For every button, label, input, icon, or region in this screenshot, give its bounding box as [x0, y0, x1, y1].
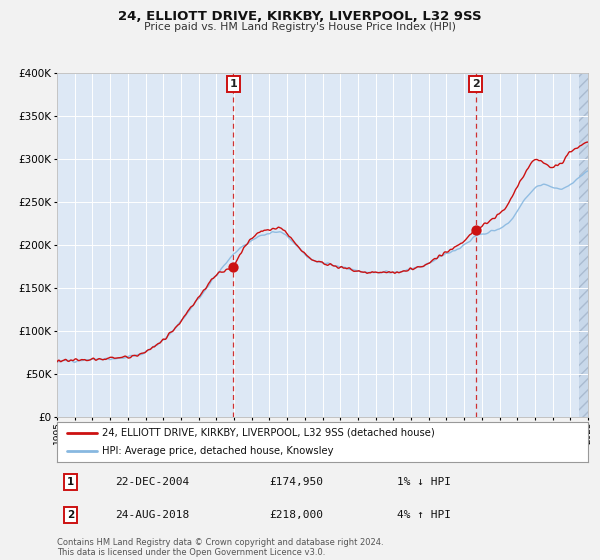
Text: HPI: Average price, detached house, Knowsley: HPI: Average price, detached house, Know… [102, 446, 334, 456]
Bar [579, 73, 597, 417]
Text: 22-DEC-2004: 22-DEC-2004 [115, 477, 190, 487]
Point [229, 262, 238, 271]
Text: 2: 2 [67, 510, 74, 520]
Text: Price paid vs. HM Land Registry's House Price Index (HPI): Price paid vs. HM Land Registry's House … [144, 22, 456, 32]
Text: 1: 1 [230, 79, 238, 89]
Text: £218,000: £218,000 [269, 510, 323, 520]
Text: 1: 1 [67, 477, 74, 487]
Text: Contains HM Land Registry data © Crown copyright and database right 2024.: Contains HM Land Registry data © Crown c… [57, 538, 383, 547]
Text: 24, ELLIOTT DRIVE, KIRKBY, LIVERPOOL, L32 9SS (detached house): 24, ELLIOTT DRIVE, KIRKBY, LIVERPOOL, L3… [102, 428, 435, 437]
Text: 1% ↓ HPI: 1% ↓ HPI [397, 477, 451, 487]
Text: This data is licensed under the Open Government Licence v3.0.: This data is licensed under the Open Gov… [57, 548, 325, 557]
Text: 24, ELLIOTT DRIVE, KIRKBY, LIVERPOOL, L32 9SS: 24, ELLIOTT DRIVE, KIRKBY, LIVERPOOL, L3… [118, 10, 482, 23]
Text: 24-AUG-2018: 24-AUG-2018 [115, 510, 190, 520]
Text: 4% ↑ HPI: 4% ↑ HPI [397, 510, 451, 520]
Point [471, 225, 481, 234]
Text: £174,950: £174,950 [269, 477, 323, 487]
Text: 2: 2 [472, 79, 479, 89]
